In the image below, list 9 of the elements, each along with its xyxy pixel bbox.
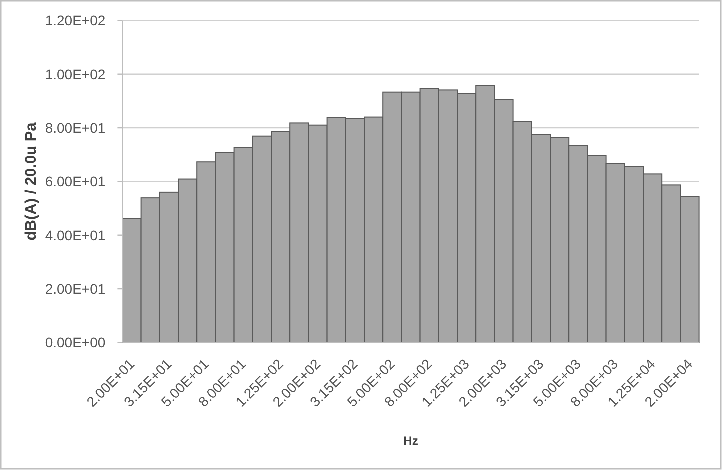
y-tick-label: 8.00E+01	[45, 120, 106, 136]
y-tick-label: 6.00E+01	[45, 174, 106, 190]
y-tick-label: 4.00E+01	[45, 227, 106, 244]
x-axis-title: Hz	[404, 434, 418, 448]
y-tick-label: 1.20E+02	[45, 12, 106, 29]
y-tick-label: 0.00E+00	[45, 334, 106, 351]
y-axis-title: dB(A) / 20.0u Pa	[23, 122, 40, 241]
y-tick-label: 2.00E+01	[45, 280, 106, 297]
y-tick-label: 1.00E+02	[45, 66, 106, 82]
